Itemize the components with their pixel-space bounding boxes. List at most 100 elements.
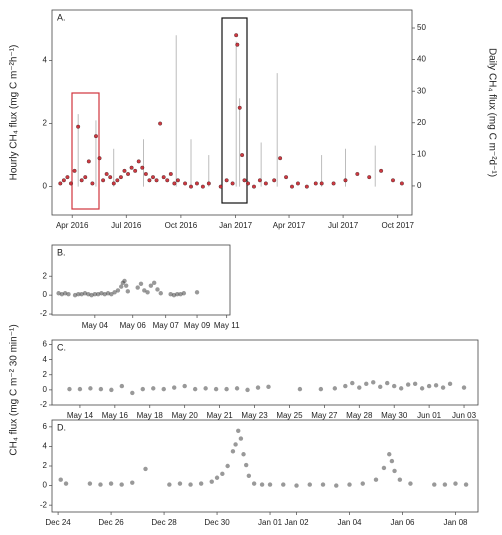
highlight-box [221, 17, 248, 204]
point [237, 105, 242, 110]
point [143, 172, 148, 176]
x-tick-label: Jul 2016 [111, 221, 142, 230]
point [343, 383, 348, 389]
point [272, 178, 277, 183]
y-tick-label: 0 [43, 481, 48, 490]
x-tick-label: May 27 [311, 411, 338, 420]
point [405, 382, 411, 387]
plot-frame [51, 419, 479, 513]
point [135, 285, 140, 290]
point [307, 482, 312, 487]
point [66, 291, 71, 297]
point [266, 384, 271, 390]
point [140, 386, 145, 392]
point [67, 386, 72, 392]
highlight-box [71, 92, 100, 210]
y-tick-label: 6 [43, 340, 48, 349]
x-tick-label: May 14 [67, 411, 94, 420]
point [234, 33, 239, 38]
point [461, 385, 467, 390]
x-tick-label: Dec 26 [98, 518, 124, 527]
x-tick-label: Oct 2017 [382, 221, 415, 230]
plot-frame [51, 339, 479, 406]
point [151, 175, 155, 180]
point [304, 184, 309, 189]
point [332, 386, 338, 391]
x-tick-label: May 20 [172, 411, 199, 420]
point [412, 381, 418, 387]
point [63, 481, 69, 486]
point [214, 475, 220, 480]
point [72, 292, 78, 298]
point [181, 291, 187, 296]
point [83, 175, 88, 180]
point [79, 291, 84, 297]
point [172, 385, 177, 390]
x-tick-label: May 30 [381, 411, 408, 420]
point [154, 178, 159, 183]
point [240, 153, 245, 158]
point [297, 386, 303, 392]
x-tick-label: May 21 [206, 411, 233, 420]
y-tick-label: 0 [43, 385, 48, 394]
point [58, 477, 63, 482]
point [65, 175, 70, 180]
point [241, 452, 246, 457]
x-tick-label: Jun 01 [417, 411, 442, 420]
x-tick-label: May 18 [137, 411, 164, 420]
point [175, 178, 180, 183]
point [206, 181, 211, 186]
panel-label: C. [57, 342, 66, 352]
point [267, 482, 273, 487]
point [381, 465, 387, 471]
y2-tick-label: 20 [417, 118, 426, 127]
point [391, 383, 397, 389]
y-tick-label: 2 [43, 370, 48, 379]
y-tick-label: 2 [43, 119, 48, 128]
point [294, 483, 299, 488]
y-tick-label: -2 [40, 309, 48, 318]
point [234, 386, 240, 391]
point [158, 291, 163, 296]
point [433, 383, 439, 388]
point [463, 482, 469, 487]
point [133, 168, 138, 173]
point [364, 381, 369, 387]
y-tick-label: 0 [43, 290, 48, 299]
point [86, 291, 91, 297]
point [236, 428, 241, 433]
point [447, 381, 453, 387]
x-tick-label: May 28 [346, 411, 373, 420]
point [371, 380, 376, 385]
point [109, 291, 114, 297]
point [373, 477, 379, 482]
point [87, 481, 93, 486]
point [62, 291, 68, 296]
point [92, 291, 98, 297]
point [177, 481, 183, 486]
point [242, 178, 247, 183]
point [200, 184, 205, 189]
point [360, 481, 365, 486]
point [56, 291, 61, 296]
point [158, 121, 163, 126]
x-tick-label: Jan 04 [337, 518, 362, 527]
point [350, 380, 355, 386]
point [168, 291, 173, 297]
point [104, 172, 109, 176]
point [203, 386, 208, 391]
y-axis-label: Hourly CH₄ flux (mg C m⁻²h⁻¹) [9, 45, 20, 181]
point [426, 383, 432, 389]
point [142, 288, 147, 293]
point [175, 291, 180, 297]
x-tick-label: May 25 [276, 411, 303, 420]
point [182, 383, 187, 389]
point [76, 124, 81, 129]
point [290, 184, 294, 189]
x-tick-label: May 07 [153, 321, 180, 330]
point [77, 386, 83, 392]
point [72, 168, 77, 173]
point [198, 481, 204, 486]
point [188, 482, 193, 487]
point [61, 178, 66, 183]
